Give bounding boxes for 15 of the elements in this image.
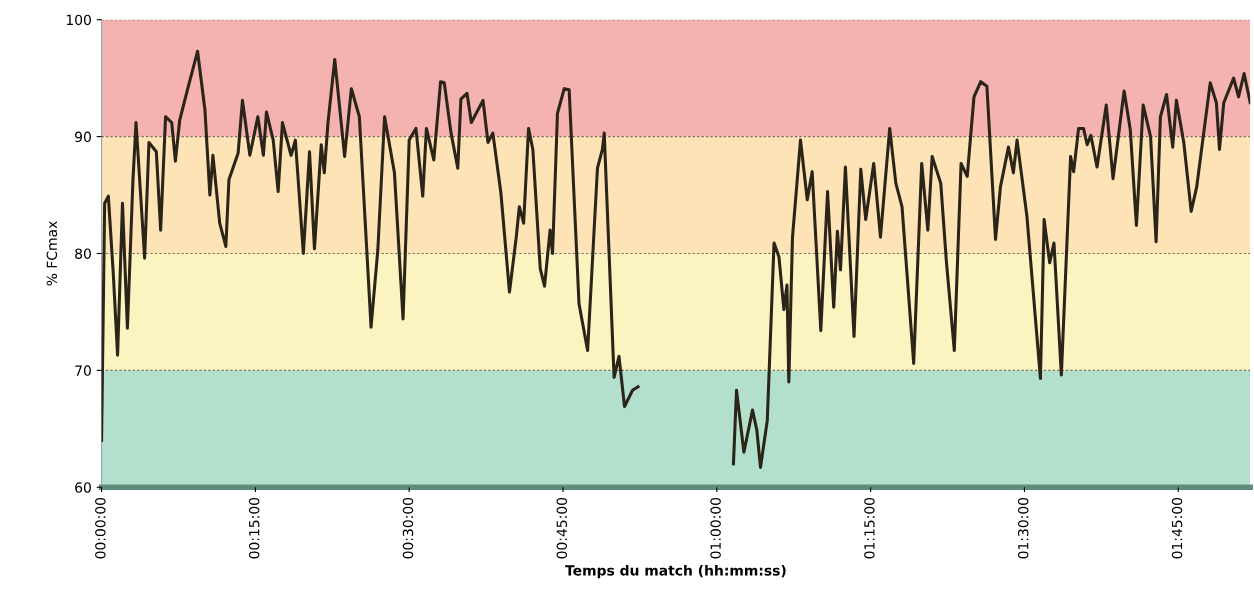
x-axis-title: Temps du match (hh:mm:ss) [565, 564, 786, 579]
x-tick-label: 00:30:00 [402, 497, 414, 559]
x-tick-label: 01:00:00 [710, 497, 721, 559]
y-tick-label: 80 [75, 248, 91, 259]
x-tick-label: 00:45:00 [556, 497, 568, 559]
x-tick-label: 01:45:00 [1171, 497, 1183, 559]
y-tick-label: 60 [75, 482, 91, 493]
x-tick-label: 00:15:00 [248, 497, 260, 559]
y-tick-label: 90 [75, 131, 91, 143]
x-tick-label: 00:00:00 [95, 497, 106, 559]
y-axis-title: % FCmax [46, 221, 58, 286]
y-tick-label: 70 [75, 365, 91, 376]
x-tick-label: 01:15:00 [864, 497, 875, 559]
x-tick-label: 01:30:00 [1017, 497, 1029, 559]
y-tick-label: 100 [66, 14, 91, 26]
